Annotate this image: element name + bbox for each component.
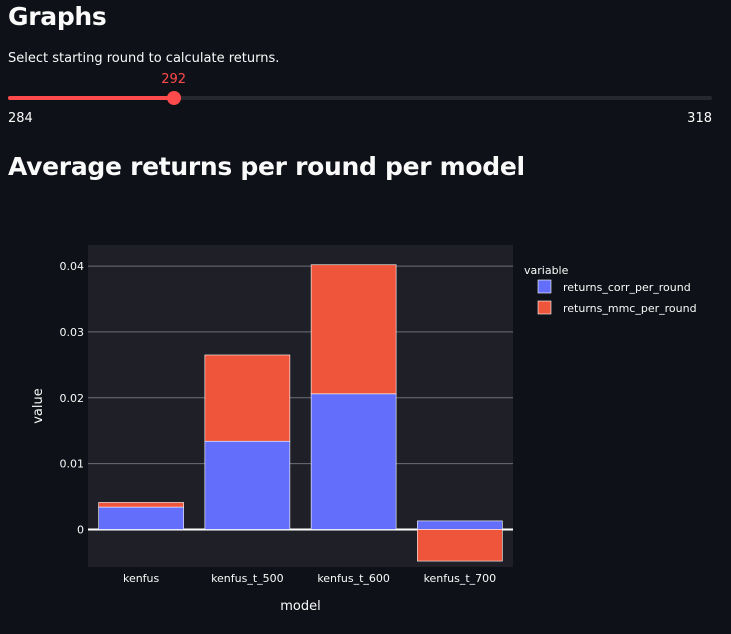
x-axis-title: model [280,599,320,614]
x-tick-label: kenfus_t_600 [317,572,390,585]
legend-swatch-1 [538,301,551,314]
x-tick-label: kenfus_t_500 [211,572,284,585]
y-tick-label: 0 [77,523,84,536]
bar-kenfus_t_700-0 [417,521,502,530]
bar-kenfus-0 [99,507,184,529]
x-tick-label: kenfus [123,572,160,585]
legend-label-0: returns_corr_per_round [563,281,691,294]
y-axis-title: value [31,388,46,424]
legend-label-1: returns_mmc_per_round [563,302,697,315]
bar-kenfus_t_500-1 [205,355,290,441]
bar-kenfus_t_500-0 [205,441,290,529]
y-tick-label: 0.02 [60,392,85,405]
bar-kenfus_t_600-0 [311,394,396,530]
x-tick-label: kenfus_t_700 [424,572,497,585]
y-tick-label: 0.01 [60,458,85,471]
y-tick-label: 0.03 [60,326,85,339]
bar-kenfus_t_700-1 [417,529,502,561]
bar-kenfus_t_600-1 [311,265,396,394]
legend-title: variable [524,264,569,277]
bar-kenfus-1 [99,502,184,507]
legend-swatch-0 [538,280,551,293]
y-tick-label: 0.04 [60,260,85,273]
